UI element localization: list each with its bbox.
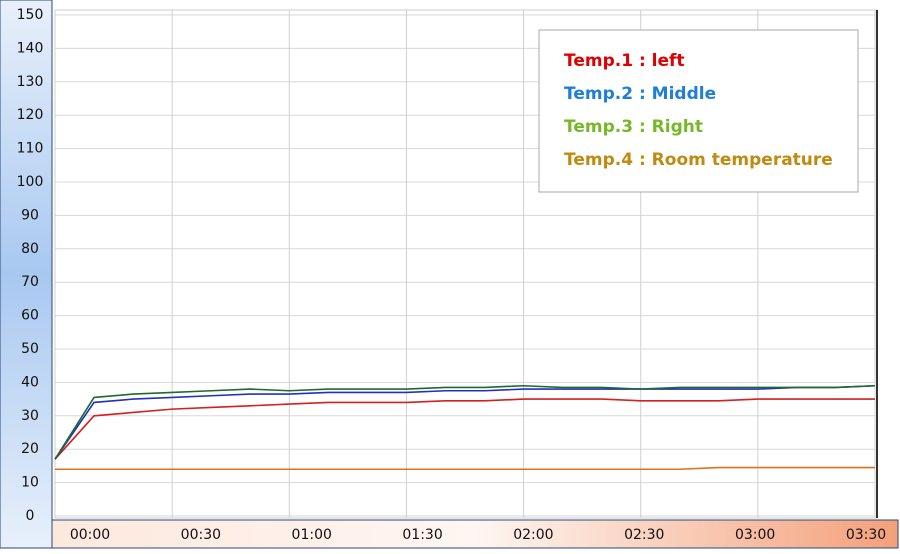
x-tick-label: 02:00 bbox=[513, 527, 553, 543]
y-tick-label: 120 bbox=[17, 107, 44, 123]
x-tick-label: 01:00 bbox=[292, 527, 332, 543]
series-line bbox=[54, 384, 876, 460]
y-tick-label: 10 bbox=[21, 475, 39, 491]
legend-label: Temp.1 : left bbox=[564, 51, 685, 71]
y-axis-panel bbox=[0, 0, 53, 549]
y-tick-label: 0 bbox=[26, 508, 35, 524]
x-tick-label: 00:30 bbox=[181, 527, 221, 543]
x-tick-label: 02:30 bbox=[624, 527, 664, 543]
y-tick-label: 50 bbox=[21, 341, 39, 357]
legend-label: Temp.2 : Middle bbox=[564, 84, 716, 104]
x-tick-label: 00:00 bbox=[70, 527, 110, 543]
y-tick-label: 130 bbox=[17, 74, 44, 90]
y-tick-label: 110 bbox=[17, 141, 44, 157]
legend bbox=[538, 29, 859, 193]
series-line bbox=[54, 384, 876, 460]
legend-label: Temp.4 : Room temperature bbox=[564, 150, 833, 170]
series-line bbox=[55, 466, 875, 471]
legend-label: Temp.3 : Right bbox=[564, 117, 703, 137]
y-tick-label: 140 bbox=[17, 40, 44, 56]
x-tick-label: 01:30 bbox=[402, 527, 442, 543]
y-tick-label: 60 bbox=[21, 308, 39, 324]
y-tick-label: 70 bbox=[21, 274, 39, 290]
y-tick-label: 150 bbox=[17, 7, 44, 23]
y-tick-label: 40 bbox=[21, 374, 39, 390]
x-tick-label: 03:30 bbox=[846, 527, 886, 543]
y-tick-label: 30 bbox=[21, 408, 39, 424]
y-tick-label: 80 bbox=[21, 241, 39, 257]
x-tick-label: 03:00 bbox=[735, 527, 775, 543]
y-tick-label: 20 bbox=[21, 441, 39, 457]
x-axis-panel bbox=[51, 519, 899, 549]
y-tick-label: 100 bbox=[17, 174, 44, 190]
series-line bbox=[54, 398, 875, 460]
y-tick-label: 90 bbox=[21, 207, 39, 223]
